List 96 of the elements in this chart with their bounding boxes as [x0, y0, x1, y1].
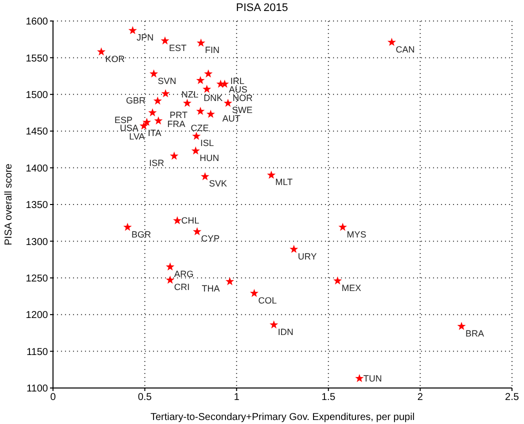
x-axis-title: Tertiary-to-Secondary+Primary Gov. Expenditures, per pupil	[150, 412, 415, 423]
annotation: JPN	[136, 32, 154, 43]
point	[123, 222, 132, 231]
y-axis-title: PISA overall score	[4, 163, 14, 246]
point	[457, 322, 466, 330]
annotation: NOR	[232, 93, 254, 104]
point	[191, 146, 200, 155]
point	[206, 110, 215, 118]
y-tick-label: 1500	[26, 90, 48, 101]
x-tick-label: 1	[234, 392, 240, 404]
point	[161, 89, 170, 98]
x-tick-label: 0	[50, 392, 56, 404]
annotation: KOR	[105, 54, 126, 64]
point	[173, 216, 182, 224]
annotation: TUN	[363, 373, 382, 384]
annotation: PRT	[170, 110, 188, 120]
annotation: COL	[258, 295, 277, 306]
annotation: IRL	[230, 76, 244, 86]
point	[250, 288, 259, 297]
annotation: USA	[120, 122, 138, 133]
point	[128, 26, 137, 34]
chart-title: PISA 2015	[235, 2, 289, 14]
annotation: NZL	[181, 89, 198, 100]
annotation: FIN	[204, 45, 220, 56]
annotation: SVN	[158, 76, 176, 86]
y-tick-label: 1450	[26, 126, 48, 138]
annotation: CRI	[174, 282, 190, 292]
annotation: ARG	[174, 268, 194, 279]
annotation: SVK	[209, 178, 228, 189]
point	[170, 152, 178, 160]
point	[192, 227, 202, 236]
point	[226, 277, 234, 286]
point	[196, 106, 205, 115]
y-tick-label: 1550	[26, 53, 48, 64]
point	[204, 69, 213, 78]
point	[270, 320, 278, 329]
x-tick-label: 2.5	[505, 392, 520, 404]
y-tick-label: 1600	[26, 16, 48, 28]
point	[154, 116, 163, 124]
y-tick-label: 1250	[26, 273, 48, 284]
point	[166, 262, 174, 271]
annotation: MEX	[342, 282, 362, 293]
annotation: HUN	[200, 152, 220, 163]
point	[160, 36, 170, 44]
y-tick-label: 1200	[26, 310, 48, 322]
annotation: ESP	[114, 114, 133, 125]
point	[333, 276, 342, 284]
annotation: THA	[202, 284, 220, 294]
point	[148, 108, 157, 116]
annotation: LVA	[129, 131, 145, 142]
point	[140, 121, 148, 130]
x-tick-label: 1.5	[321, 392, 336, 404]
point	[267, 170, 276, 179]
annotation: SWE	[232, 105, 252, 116]
point	[224, 98, 232, 107]
y-tick-label: 1150	[26, 346, 48, 358]
point	[290, 244, 298, 253]
point	[166, 276, 174, 284]
annotation: MYS	[346, 229, 366, 240]
point	[142, 118, 152, 126]
annotation: URY	[298, 251, 317, 262]
y-tick-label: 1350	[26, 200, 48, 212]
point	[192, 132, 201, 140]
annotation: EST	[168, 42, 187, 53]
point	[200, 172, 210, 180]
point	[196, 76, 205, 84]
annotation: ITA	[148, 128, 162, 138]
annotation: CHL	[181, 216, 200, 226]
annotation: AUS	[228, 84, 248, 94]
point	[387, 38, 396, 46]
point	[355, 374, 364, 382]
annotation: MLT	[275, 177, 294, 188]
point	[196, 38, 206, 47]
annotation: ISL	[200, 138, 214, 148]
annotation: DNK	[204, 93, 223, 104]
point	[150, 69, 158, 78]
annotation: IDN	[278, 326, 294, 337]
annotation: CYP	[201, 234, 220, 244]
annotation: BGR	[132, 229, 152, 240]
y-tick-label: 1100	[26, 384, 48, 395]
point	[202, 84, 212, 93]
annotation: FRA	[167, 119, 186, 130]
x-tick-label: 2	[417, 392, 424, 404]
annotation: AUT	[222, 113, 241, 124]
point	[182, 98, 192, 107]
y-tick-label: 1300	[26, 236, 48, 248]
y-tick-label: 1400	[26, 163, 48, 174]
annotation: GBR	[126, 96, 146, 106]
annotation: CZE	[190, 123, 209, 134]
point	[338, 222, 347, 231]
annotation: ISR	[149, 158, 165, 168]
point	[153, 96, 162, 105]
annotation: CAN	[396, 44, 415, 54]
annotation: BRA	[466, 328, 484, 338]
x-tick-label: 0.5	[138, 392, 152, 404]
point	[97, 47, 106, 56]
